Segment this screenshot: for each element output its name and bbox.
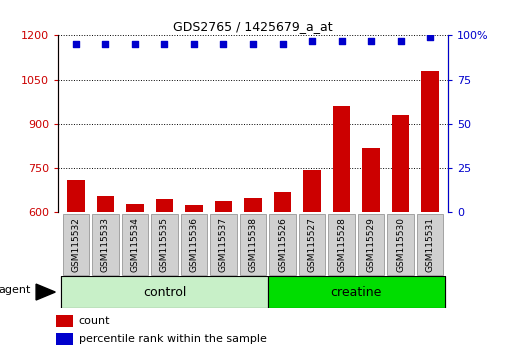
FancyBboxPatch shape bbox=[328, 214, 354, 275]
Text: GSM115535: GSM115535 bbox=[160, 217, 169, 272]
Bar bbox=[96, 196, 114, 212]
Bar bbox=[67, 180, 85, 212]
Bar bbox=[185, 205, 203, 212]
FancyBboxPatch shape bbox=[416, 214, 442, 275]
Text: percentile rank within the sample: percentile rank within the sample bbox=[79, 334, 266, 344]
Bar bbox=[156, 199, 173, 212]
Point bbox=[278, 41, 286, 47]
Text: creatine: creatine bbox=[330, 286, 381, 298]
Bar bbox=[302, 170, 320, 212]
Polygon shape bbox=[36, 284, 55, 300]
Point bbox=[425, 34, 433, 40]
Point bbox=[396, 38, 404, 44]
Bar bbox=[56, 333, 73, 345]
Text: GSM115533: GSM115533 bbox=[100, 217, 110, 272]
FancyBboxPatch shape bbox=[180, 214, 207, 275]
FancyBboxPatch shape bbox=[298, 214, 325, 275]
Text: GSM115534: GSM115534 bbox=[130, 217, 139, 272]
Title: GDS2765 / 1425679_a_at: GDS2765 / 1425679_a_at bbox=[173, 20, 332, 33]
FancyBboxPatch shape bbox=[386, 214, 413, 275]
Text: GSM115536: GSM115536 bbox=[189, 217, 198, 272]
FancyBboxPatch shape bbox=[92, 214, 119, 275]
Bar bbox=[273, 192, 291, 212]
Point bbox=[131, 41, 139, 47]
Text: GSM115527: GSM115527 bbox=[307, 217, 316, 272]
FancyBboxPatch shape bbox=[210, 214, 236, 275]
Bar bbox=[332, 106, 349, 212]
Point bbox=[308, 38, 316, 44]
FancyBboxPatch shape bbox=[61, 276, 267, 308]
Text: GSM115529: GSM115529 bbox=[366, 217, 375, 272]
Bar bbox=[362, 148, 379, 212]
Text: GSM115526: GSM115526 bbox=[277, 217, 286, 272]
Point bbox=[248, 41, 257, 47]
Point bbox=[189, 41, 197, 47]
FancyBboxPatch shape bbox=[239, 214, 266, 275]
Bar bbox=[244, 198, 262, 212]
Bar bbox=[56, 315, 73, 327]
Point bbox=[160, 41, 168, 47]
Point bbox=[72, 41, 80, 47]
Text: GSM115530: GSM115530 bbox=[395, 217, 405, 272]
Bar bbox=[126, 204, 143, 212]
Text: GSM115538: GSM115538 bbox=[248, 217, 257, 272]
FancyBboxPatch shape bbox=[121, 214, 148, 275]
Text: GSM115531: GSM115531 bbox=[425, 217, 434, 272]
Text: GSM115528: GSM115528 bbox=[336, 217, 345, 272]
Text: GSM115537: GSM115537 bbox=[219, 217, 228, 272]
Bar bbox=[420, 71, 438, 212]
Text: GSM115532: GSM115532 bbox=[71, 217, 80, 272]
Point bbox=[337, 38, 345, 44]
Point bbox=[366, 38, 374, 44]
FancyBboxPatch shape bbox=[151, 214, 177, 275]
FancyBboxPatch shape bbox=[269, 214, 295, 275]
FancyBboxPatch shape bbox=[267, 276, 444, 308]
FancyBboxPatch shape bbox=[63, 214, 89, 275]
FancyBboxPatch shape bbox=[357, 214, 384, 275]
Text: count: count bbox=[79, 316, 110, 326]
Text: control: control bbox=[142, 286, 186, 298]
Text: agent: agent bbox=[0, 285, 31, 296]
Bar bbox=[391, 115, 409, 212]
Bar bbox=[214, 201, 232, 212]
Point bbox=[219, 41, 227, 47]
Point bbox=[101, 41, 109, 47]
